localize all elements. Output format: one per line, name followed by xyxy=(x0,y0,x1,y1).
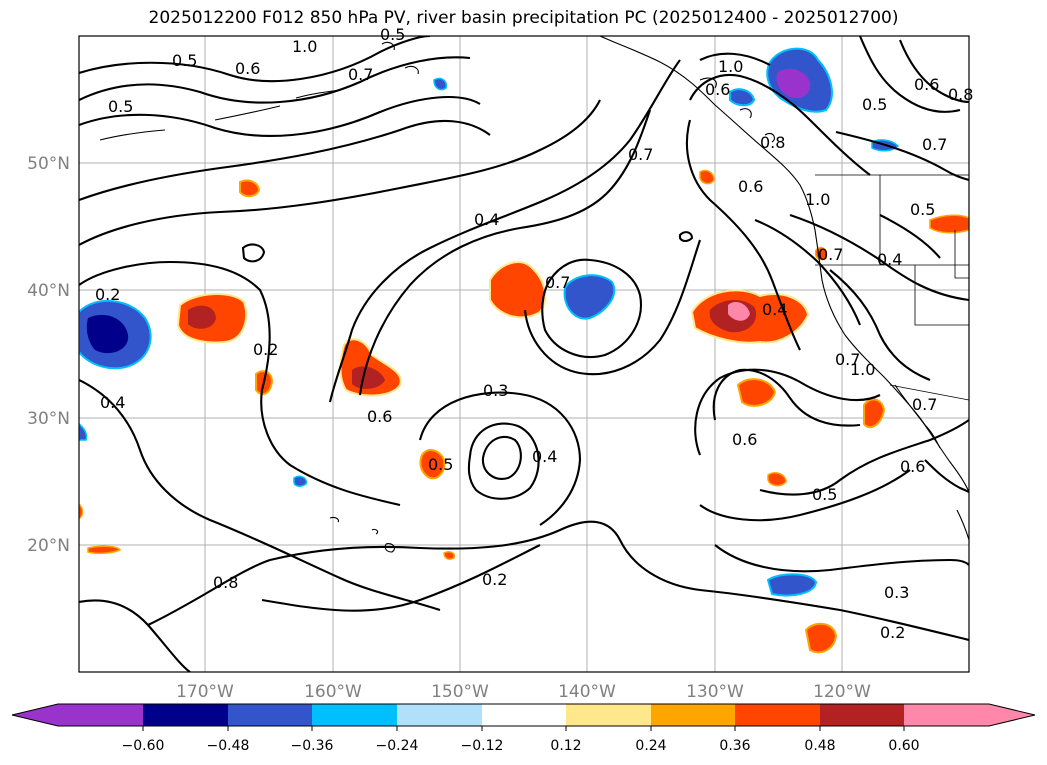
contour-label: 0.4 xyxy=(877,250,902,269)
lon-label-170w: 170°W xyxy=(176,682,234,702)
contour-label: 0.2 xyxy=(482,570,507,589)
lat-label-50n: 50°N xyxy=(27,154,70,174)
colorbar-tick-label: −0.12 xyxy=(461,738,504,754)
contour-label: 0.8 xyxy=(760,133,785,152)
colorbar-outline xyxy=(11,703,1036,727)
contour-label: 0.8 xyxy=(948,85,973,104)
colorbar-segment xyxy=(904,704,989,726)
contour-labels: 1.0 0.5 0.6 0.7 0.5 0.4 0.7 0.2 0.2 0.4 … xyxy=(95,25,973,642)
contour-label: 0.7 xyxy=(835,350,860,369)
colorbar-tick-label: 0.60 xyxy=(888,738,919,754)
colorbar-tick-label: −0.24 xyxy=(376,738,419,754)
lat-label-40n: 40°N xyxy=(27,281,70,301)
lat-label-20n: 20°N xyxy=(27,536,70,556)
contour-label: 0.2 xyxy=(95,285,120,304)
contour-label: 0.5 xyxy=(172,51,197,70)
contour-label: 0.4 xyxy=(100,393,125,412)
map-area xyxy=(79,36,969,672)
contour-label: 0.3 xyxy=(884,583,909,602)
lat-label-30n: 30°N xyxy=(27,409,70,429)
lon-label-160w: 160°W xyxy=(304,682,362,702)
contour-label: 0.2 xyxy=(880,623,905,642)
contour-label: 0.6 xyxy=(367,407,392,426)
contour-label: 0.6 xyxy=(235,59,260,78)
contour-label: 1.0 xyxy=(718,57,743,76)
contour-label: 0.3 xyxy=(483,381,508,400)
contour-label: 0.5 xyxy=(108,97,133,116)
map-border xyxy=(78,35,970,673)
contour-label: 0.4 xyxy=(532,447,557,466)
precip-blob-core xyxy=(86,314,129,354)
colorbar-segment xyxy=(397,704,482,726)
colorbar-segment xyxy=(312,704,397,726)
colorbar-tick-label: 0.12 xyxy=(550,738,581,754)
colorbar-segment xyxy=(143,704,228,726)
contour-label: 0.5 xyxy=(862,95,887,114)
contour-label: 0.6 xyxy=(900,457,925,476)
coastlines xyxy=(99,36,969,553)
borders xyxy=(815,174,969,401)
contour-label: 0.5 xyxy=(380,25,405,44)
colorbar-tick-label: −0.36 xyxy=(291,738,334,754)
colorbar-extend-high xyxy=(989,704,1035,726)
contour-label: 0.7 xyxy=(922,135,947,154)
colorbar-ticks xyxy=(142,726,905,731)
colorbar-segment xyxy=(651,704,735,726)
longitude-labels: 170°W 160°W 150°W 140°W 130°W 120°W xyxy=(176,682,871,702)
colorbar-segment xyxy=(820,704,904,726)
colorbar-tick-label: 0.36 xyxy=(719,738,750,754)
contour-label: 0.7 xyxy=(818,245,843,264)
contour-label: 0.7 xyxy=(912,395,937,414)
contour-label: 1.0 xyxy=(850,360,875,379)
contour-label: 0.7 xyxy=(628,145,653,164)
contour-label: 0.7 xyxy=(348,65,373,84)
colorbar-segment xyxy=(735,704,820,726)
contour-label: 0.6 xyxy=(705,80,730,99)
colorbar-tick-label: 0.24 xyxy=(635,738,666,754)
contour-label: 0.5 xyxy=(812,485,837,504)
colorbar-tick-label: 0.48 xyxy=(804,738,835,754)
precip-shading xyxy=(79,47,969,654)
colorbar: −0.60 −0.48 −0.36 −0.24 −0.12 0.12 0.24 … xyxy=(11,703,1036,754)
contour-label: 1.0 xyxy=(805,190,830,209)
colorbar-segment xyxy=(228,704,312,726)
contour-label: 0.6 xyxy=(914,75,939,94)
colorbar-extend-low xyxy=(12,704,58,726)
lon-label-140w: 140°W xyxy=(558,682,616,702)
colorbar-tick-label: −0.60 xyxy=(122,738,165,754)
lon-label-130w: 130°W xyxy=(686,682,744,702)
contour-label: 0.6 xyxy=(732,430,757,449)
contour-label: 0.6 xyxy=(738,177,763,196)
pv-contours xyxy=(79,36,969,672)
contour-label: 0.8 xyxy=(213,573,238,592)
contour-label: 0.7 xyxy=(545,273,570,292)
colorbar-segment xyxy=(58,704,143,726)
contour-label: 0.5 xyxy=(910,200,935,219)
colorbar-tick-label: −0.48 xyxy=(207,738,250,754)
map-title: 2025012200 F012 850 hPa PV, river basin … xyxy=(148,8,899,28)
contour-label: 0.2 xyxy=(253,340,278,359)
lon-label-150w: 150°W xyxy=(431,682,489,702)
contour-label: 0.4 xyxy=(762,300,787,319)
contour-label: 1.0 xyxy=(292,37,317,56)
gridlines xyxy=(79,36,969,672)
latitude-labels: 50°N 40°N 30°N 20°N xyxy=(27,154,70,556)
colorbar-segment xyxy=(482,704,566,726)
lon-label-120w: 120°W xyxy=(813,682,871,702)
colorbar-segment xyxy=(566,704,651,726)
contour-label: 0.5 xyxy=(428,455,453,474)
contour-label: 0.4 xyxy=(474,210,499,229)
